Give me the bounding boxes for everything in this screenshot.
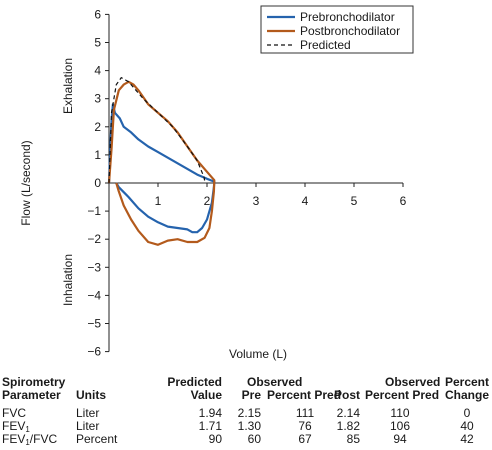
cell-pred: 1.71 xyxy=(198,419,222,433)
row-parameter: FEV1/FVC xyxy=(2,433,57,449)
parameter-subscript: 1 xyxy=(25,425,30,434)
series-line-predicted xyxy=(108,77,206,184)
cell-change: 0 xyxy=(463,406,471,420)
y-tick-label: 0 xyxy=(94,176,101,190)
parameter-name: FVC xyxy=(2,406,26,420)
header-parameter: Parameter xyxy=(2,388,61,402)
header-observed-pre: Observed xyxy=(247,375,303,389)
cell-pre: 60 xyxy=(247,432,261,446)
cell-pred: 90 xyxy=(208,432,222,446)
y-tick-label: 4 xyxy=(94,64,101,78)
x-tick-label: 5 xyxy=(351,194,358,208)
y-tick-label: −1 xyxy=(87,204,101,218)
cell-pre-pct: 67 xyxy=(298,432,312,446)
y-tick-label: −5 xyxy=(87,317,101,331)
y-tick-label: −6 xyxy=(87,345,101,359)
header-percent: Percent xyxy=(444,375,490,389)
y-tick-label: 2 xyxy=(94,120,101,134)
plot-area xyxy=(107,77,216,246)
legend-box xyxy=(260,5,414,54)
cell-units: Percent xyxy=(76,432,118,446)
y-tick-label: −4 xyxy=(87,288,101,302)
series-line-prebronchodilator xyxy=(107,103,216,234)
cell-change: 40 xyxy=(460,419,474,433)
header-units: Units xyxy=(76,388,106,402)
legend-label-postbronchodilator: Postbronchodilator xyxy=(300,24,400,38)
x-tick-label: 2 xyxy=(204,194,211,208)
row-parameter: FEV1 xyxy=(2,420,30,436)
header-post-percent: Percent Pred xyxy=(365,388,440,402)
inhalation-label: Inhalation xyxy=(61,254,75,306)
flow-volume-chart: 6 5 4 3 2 1 0 −1 −2 −3 −4 −5 −6 1 2 3 4 5 6 Flow (L/second… xyxy=(19,5,414,361)
header-change: Change xyxy=(444,388,490,402)
x-tick-label: 3 xyxy=(253,194,260,208)
cell-pre-pct: 76 xyxy=(298,419,312,433)
series-line-postbronchodilator xyxy=(107,80,216,246)
parameter-name: FEV xyxy=(2,419,26,433)
header-value: Value xyxy=(190,388,222,402)
cell-post-pct: 110 xyxy=(390,406,410,420)
y-tick-label: 6 xyxy=(94,7,101,21)
parameter-suffix: /FVC xyxy=(29,432,58,446)
legend-label-prebronchodilator: Prebronchodilator xyxy=(300,10,395,24)
axes: 6 5 4 3 2 1 0 −1 −2 −3 −4 −5 −6 1 2 3 4 5 6 xyxy=(87,7,406,358)
cell-change: 42 xyxy=(460,432,474,446)
parameter-name: FEV xyxy=(2,432,26,446)
cell-post: 2.14 xyxy=(336,406,360,420)
cell-pre: 2.15 xyxy=(237,406,261,420)
cell-post-pct: 106 xyxy=(389,419,411,433)
x-tick-label: 6 xyxy=(400,194,407,208)
y-tick-label: 5 xyxy=(94,36,101,50)
parameter-subscript: 1 xyxy=(25,438,30,447)
cell-post-pct: 94 xyxy=(393,432,407,446)
y-tick-label: 1 xyxy=(94,148,101,162)
header-pre-percent: Percent Pred xyxy=(267,388,342,402)
y-axis-label: Flow (L/second) xyxy=(19,140,33,225)
header-pre: Pre xyxy=(241,388,261,402)
legend-label-predicted: Predicted xyxy=(300,38,351,52)
cell-post: 85 xyxy=(346,432,360,446)
header-observed-post: Observed xyxy=(385,375,441,389)
x-tick-label: 4 xyxy=(302,194,309,208)
cell-pre-pct: 111 xyxy=(295,406,315,420)
header-spirometry: Spirometry xyxy=(2,375,66,389)
y-tick-label: −3 xyxy=(87,260,101,274)
y-tick-label: −2 xyxy=(87,232,101,246)
cell-post: 1.82 xyxy=(336,419,360,433)
exhalation-label: Exhalation xyxy=(61,58,75,114)
cell-pre: 1.30 xyxy=(237,419,261,433)
cell-units: Liter xyxy=(76,419,100,433)
header-predicted: Predicted xyxy=(167,375,222,389)
cell-pred: 1.94 xyxy=(198,406,222,420)
legend: PrebronchodilatorPostbronchodilatorPredi… xyxy=(260,5,414,54)
cell-units: Liter xyxy=(76,406,100,420)
x-axis-label: Volume (L) xyxy=(229,347,287,361)
header-post: Post xyxy=(333,388,360,402)
x-tick-label: 1 xyxy=(155,194,162,208)
y-tick-label: 3 xyxy=(94,92,101,106)
row-parameter: FVC xyxy=(2,407,26,420)
